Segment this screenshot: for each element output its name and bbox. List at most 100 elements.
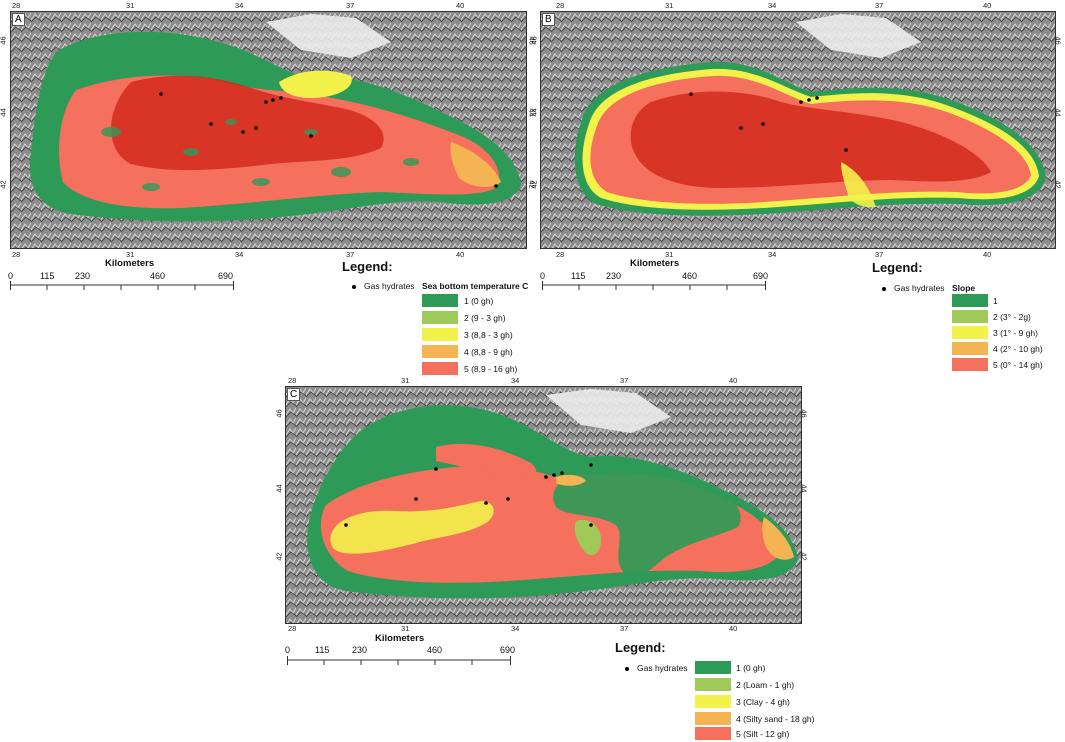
zone-dense-red bbox=[630, 91, 991, 188]
scale-label: 0 bbox=[285, 645, 291, 655]
gas-hydrate-points bbox=[689, 92, 848, 152]
lon-tick: 40 bbox=[456, 1, 465, 10]
lon-tick: 31 bbox=[126, 1, 135, 10]
legend-class-label: 3 (Clay - 4 gh) bbox=[736, 697, 790, 707]
scale-label: 115 bbox=[315, 645, 330, 655]
lon-tick: 40 bbox=[729, 376, 738, 385]
lon-tick: 28 bbox=[556, 1, 565, 10]
scale-label: 0 bbox=[540, 271, 546, 281]
gas-hydrates-legend: Gas hydrates bbox=[625, 663, 688, 673]
gas-hydrate-marker-icon bbox=[625, 666, 629, 671]
lat-tick: 46 bbox=[529, 36, 539, 45]
legend-swatch-1 bbox=[952, 294, 988, 307]
lon-tick: 37 bbox=[620, 376, 629, 385]
green-patches bbox=[101, 119, 419, 191]
legend-class-label: 5 (0° - 14 gh) bbox=[993, 360, 1043, 370]
legend-swatch-3 bbox=[422, 328, 458, 341]
scale-title: Kilometers bbox=[630, 258, 680, 269]
lat-tick: 42 bbox=[529, 180, 539, 189]
zone-class-4-east bbox=[762, 517, 794, 560]
scale-label: 230 bbox=[606, 271, 622, 281]
lat-tick: 44 bbox=[529, 108, 539, 117]
legend-heading: Legend: bbox=[615, 640, 666, 655]
legend-class-label: 5 (8,9 - 16 gh) bbox=[464, 364, 518, 374]
lon-tick: 34 bbox=[235, 1, 244, 10]
legend-class-label: 1 (0 gh) bbox=[736, 663, 766, 673]
gas-hydrates-legend: Gas hydrates bbox=[882, 283, 945, 293]
legend-heading: Legend: bbox=[342, 259, 393, 274]
lon-tick: 37 bbox=[620, 624, 629, 633]
panel-label: A bbox=[12, 13, 25, 26]
legend-swatch-5 bbox=[695, 727, 731, 740]
lon-tick: 37 bbox=[875, 1, 884, 10]
legend-swatch-4 bbox=[422, 345, 458, 358]
legend-swatch-5 bbox=[422, 362, 458, 375]
lon-tick: 28 bbox=[556, 250, 565, 259]
lat-tick: 42 bbox=[274, 552, 284, 561]
legend-class-label: 2 (9 - 3 gh) bbox=[464, 313, 506, 323]
scale-label: 0 bbox=[8, 271, 14, 281]
zone-class-3 bbox=[279, 70, 352, 98]
legend-swatch-2 bbox=[952, 310, 988, 323]
legend-class-label: 3 (1° - 9 gh) bbox=[993, 328, 1038, 338]
legend-swatch-4 bbox=[695, 712, 731, 725]
scale-label: 460 bbox=[427, 645, 443, 655]
lat-tick: 46 bbox=[274, 409, 284, 418]
zone-class-2 bbox=[574, 519, 602, 556]
scale-label: 460 bbox=[682, 271, 698, 281]
scale-title: Kilometers bbox=[105, 258, 155, 269]
gas-hydrate-marker-icon bbox=[882, 286, 886, 291]
legend-class-label: 1 bbox=[993, 296, 998, 306]
legend-class-label: 1 (0 gh) bbox=[464, 296, 494, 306]
gas-hydrate-points bbox=[344, 463, 593, 527]
crimea-highlands bbox=[546, 389, 671, 433]
map-panel-c: C bbox=[285, 386, 802, 624]
lon-tick: 34 bbox=[768, 1, 777, 10]
zone-class-4 bbox=[450, 142, 501, 187]
legend-swatch-1 bbox=[422, 294, 458, 307]
lon-tick: 28 bbox=[12, 250, 21, 259]
legend-swatch-3 bbox=[695, 695, 731, 708]
lon-tick: 31 bbox=[665, 1, 674, 10]
lon-tick: 40 bbox=[729, 624, 738, 633]
legend-class-label: 4 (Silty sand - 18 gh) bbox=[736, 714, 815, 724]
lat-tick: 44 bbox=[274, 484, 284, 493]
halys-fan bbox=[841, 162, 876, 208]
lon-tick: 37 bbox=[875, 250, 884, 259]
lon-tick: 31 bbox=[401, 376, 410, 385]
map-b-svg bbox=[541, 12, 1055, 248]
scale-label: 460 bbox=[150, 271, 166, 281]
crimea-highlands bbox=[266, 14, 391, 58]
lat-tick: 46 bbox=[0, 36, 8, 45]
panel-label: C bbox=[287, 388, 301, 401]
legend-class-label: 4 (2° - 10 gh) bbox=[993, 344, 1043, 354]
legend-heading: Legend: bbox=[872, 260, 923, 275]
lon-tick: 31 bbox=[401, 624, 410, 633]
legend-title: Slope bbox=[952, 283, 976, 293]
lon-tick: 31 bbox=[665, 250, 674, 259]
lat-tick: 42 bbox=[0, 180, 8, 189]
map-panel-a: A bbox=[10, 11, 527, 249]
lon-tick: 40 bbox=[983, 250, 992, 259]
legend-swatch-3 bbox=[952, 326, 988, 339]
legend-class-label: 2 (Loam - 1 gh) bbox=[736, 680, 795, 690]
lon-tick: 37 bbox=[346, 250, 355, 259]
gas-hydrate-points bbox=[159, 92, 498, 188]
legend-swatch-4 bbox=[952, 342, 988, 355]
scale-label: 690 bbox=[218, 271, 234, 281]
lon-tick: 34 bbox=[235, 250, 244, 259]
legend-swatch-1 bbox=[695, 661, 731, 674]
legend-swatch-5 bbox=[952, 358, 988, 371]
lon-tick: 40 bbox=[983, 1, 992, 10]
lat-tick: 44 bbox=[0, 108, 8, 117]
zone-class-3 bbox=[330, 501, 494, 554]
lon-tick: 34 bbox=[511, 376, 520, 385]
lon-tick: 34 bbox=[511, 624, 520, 633]
gas-hydrates-legend: Gas hydrates bbox=[352, 281, 415, 291]
lon-tick: 34 bbox=[768, 250, 777, 259]
lon-tick: 28 bbox=[288, 624, 297, 633]
zone-class-4 bbox=[556, 474, 586, 486]
lon-tick: 28 bbox=[12, 1, 21, 10]
scale-title: Kilometers bbox=[375, 633, 425, 644]
gas-hydrates-label: Gas hydrates bbox=[364, 281, 415, 291]
